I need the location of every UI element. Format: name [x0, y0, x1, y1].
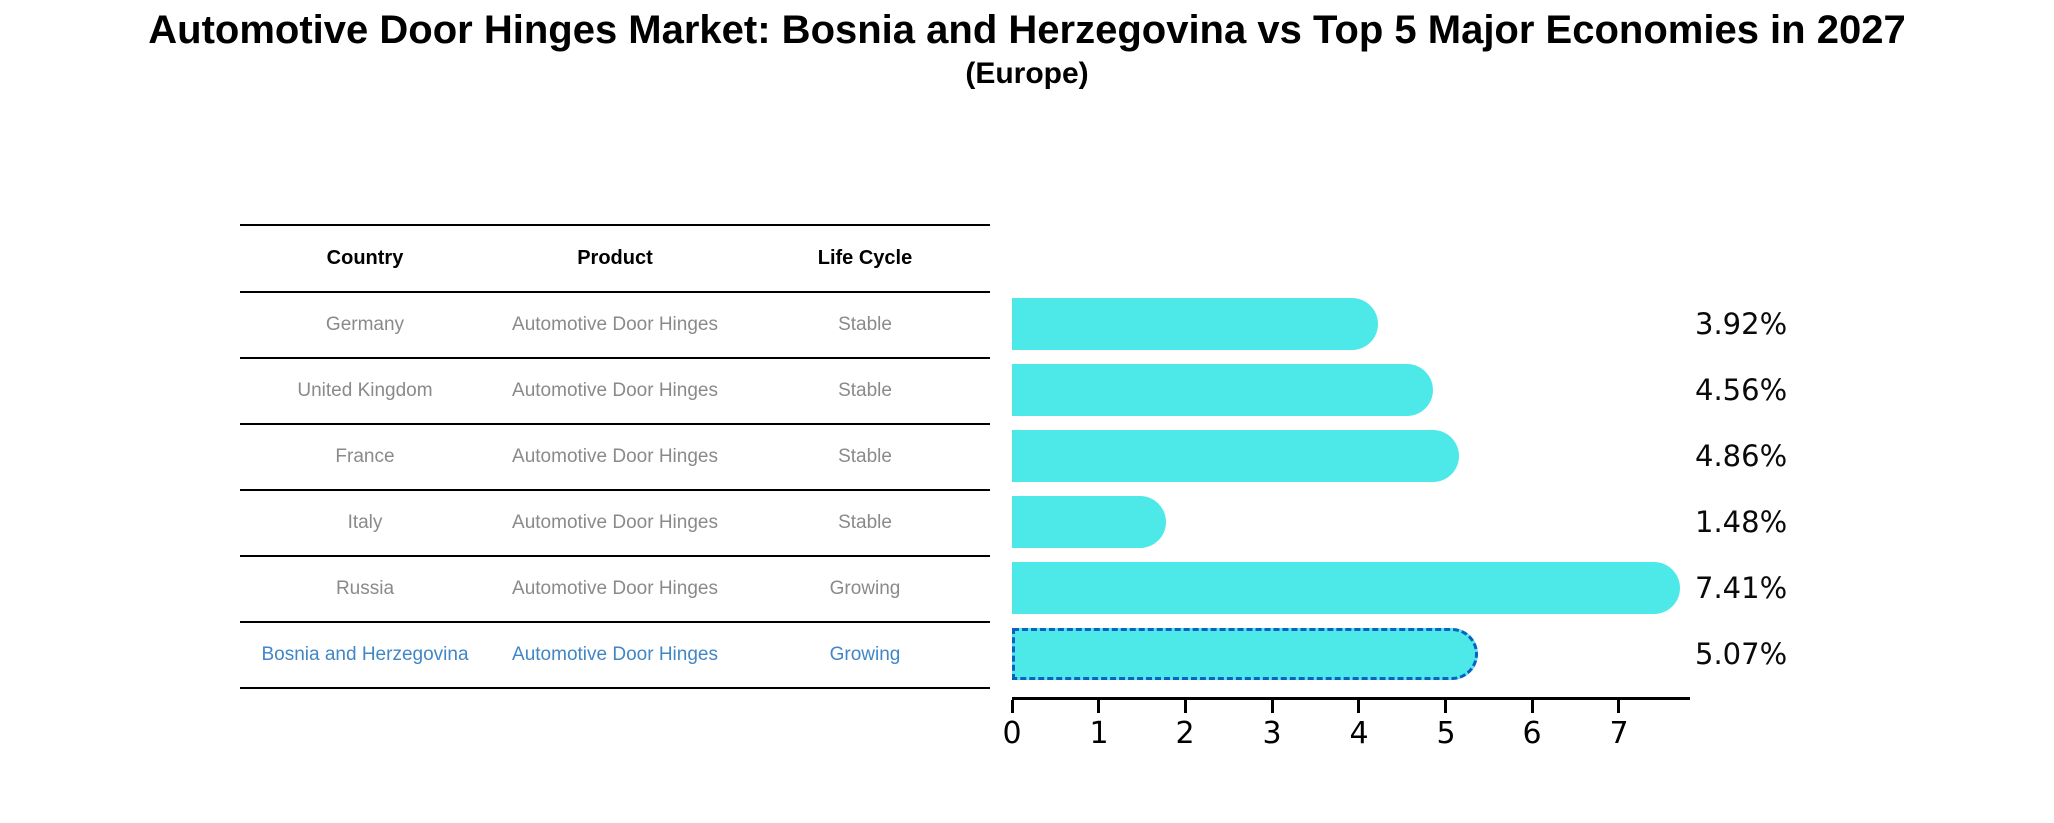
table-row: Italy Automotive Door Hinges Stable	[240, 491, 990, 557]
value-label: 5.07%	[1695, 637, 1788, 671]
cell-life-cycle: Stable	[838, 314, 892, 335]
cell-life-cycle: Stable	[838, 512, 892, 533]
bar-chart: 0 1 2 3 4 5 6 7	[1002, 224, 1690, 774]
table-row: United Kingdom Automotive Door Hinges St…	[240, 359, 990, 425]
cell-country: Germany	[325, 314, 405, 335]
cell-product: Automotive Door Hinges	[512, 512, 718, 533]
bar-germany	[1012, 298, 1378, 350]
bar-united-kingdom	[1012, 364, 1433, 416]
x-axis-tick-label: 7	[1609, 716, 1629, 751]
page-title: Automotive Door Hinges Market: Bosnia an…	[148, 8, 1906, 52]
x-axis-tick-label: 1	[1089, 716, 1109, 751]
x-axis-tick-label: 6	[1522, 716, 1542, 751]
x-axis-tick-label: 3	[1262, 716, 1282, 751]
cell-country: Italy	[347, 512, 383, 533]
cell-country: United Kingdom	[297, 380, 433, 401]
cell-product: Automotive Door Hinges	[512, 446, 718, 467]
cell-life-cycle: Stable	[838, 446, 892, 467]
column-header-product: Product	[577, 247, 653, 269]
x-axis-tick-mark	[1097, 700, 1100, 713]
x-axis-tick-label: 0	[1002, 716, 1022, 751]
value-label: 1.48%	[1695, 505, 1788, 539]
x-axis-tick-mark	[1617, 700, 1620, 713]
column-header-life-cycle: Life Cycle	[817, 247, 913, 269]
cell-country: Bosnia and Herzegovina	[261, 644, 469, 665]
cell-product: Automotive Door Hinges	[512, 380, 718, 401]
column-header-country: Country	[326, 247, 404, 269]
cell-product: Automotive Door Hinges	[512, 578, 718, 599]
table-row: Russia Automotive Door Hinges Growing	[240, 557, 990, 623]
x-axis-tick-mark	[1531, 700, 1534, 713]
bar-bosnia-and-herzegovina	[1012, 628, 1478, 680]
cell-life-cycle: Growing	[829, 644, 901, 665]
value-label: 4.86%	[1695, 439, 1788, 473]
cell-product: Automotive Door Hinges	[512, 314, 718, 335]
page-subtitle: (Europe)	[965, 57, 1089, 90]
value-label: 4.56%	[1695, 373, 1788, 407]
value-label: 3.92%	[1695, 307, 1788, 341]
x-axis-tick-label: 2	[1175, 716, 1195, 751]
value-label: 7.41%	[1695, 571, 1788, 605]
x-axis-tick-label: 4	[1349, 716, 1369, 751]
bar-italy	[1012, 496, 1166, 548]
x-axis-tick-mark	[1444, 700, 1447, 713]
cell-life-cycle: Growing	[829, 578, 901, 599]
country-table: Country Product Life Cycle Germany Autom…	[240, 224, 990, 689]
cell-life-cycle: Stable	[838, 380, 892, 401]
x-axis-line	[1012, 697, 1690, 700]
table-header-row: Country Product Life Cycle	[240, 226, 990, 293]
cell-country: France	[335, 446, 395, 467]
table-row: France Automotive Door Hinges Stable	[240, 425, 990, 491]
x-axis-tick-mark	[1357, 700, 1360, 713]
bar-russia	[1012, 562, 1680, 614]
x-axis-tick-label: 5	[1436, 716, 1456, 751]
cell-product: Automotive Door Hinges	[512, 644, 718, 665]
table-row: Germany Automotive Door Hinges Stable	[240, 293, 990, 359]
x-axis-tick-mark	[1184, 700, 1187, 713]
cell-country: Russia	[335, 578, 395, 599]
x-axis-tick-mark	[1271, 700, 1274, 713]
bar-france	[1012, 430, 1459, 482]
x-axis-tick-mark	[1011, 700, 1014, 713]
table-row-highlighted: Bosnia and Herzegovina Automotive Door H…	[240, 623, 990, 687]
